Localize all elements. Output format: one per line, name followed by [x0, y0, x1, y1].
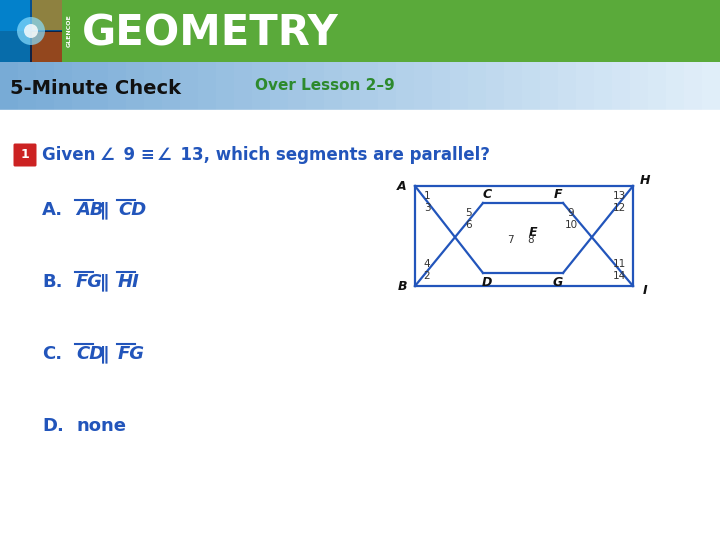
- FancyBboxPatch shape: [414, 62, 433, 110]
- FancyBboxPatch shape: [486, 62, 505, 110]
- Text: F: F: [554, 187, 562, 200]
- Text: I: I: [643, 285, 647, 298]
- Text: G: G: [553, 275, 563, 288]
- Circle shape: [24, 24, 38, 38]
- FancyBboxPatch shape: [432, 62, 451, 110]
- FancyBboxPatch shape: [90, 62, 109, 110]
- FancyBboxPatch shape: [0, 0, 62, 31]
- FancyBboxPatch shape: [468, 62, 487, 110]
- Text: 1: 1: [423, 191, 431, 201]
- Text: 12: 12: [613, 203, 626, 213]
- Text: 6: 6: [466, 220, 472, 230]
- Text: AB: AB: [76, 201, 104, 219]
- Text: 5-Minute Check: 5-Minute Check: [10, 78, 181, 98]
- FancyBboxPatch shape: [32, 32, 62, 62]
- Text: A.: A.: [42, 201, 63, 219]
- Circle shape: [17, 17, 45, 45]
- FancyBboxPatch shape: [504, 62, 523, 110]
- Text: Over Lesson 2–9: Over Lesson 2–9: [255, 78, 395, 93]
- Text: FG: FG: [118, 345, 145, 363]
- FancyBboxPatch shape: [450, 62, 469, 110]
- Text: GEOMETRY: GEOMETRY: [82, 12, 338, 54]
- FancyBboxPatch shape: [0, 62, 19, 110]
- FancyBboxPatch shape: [0, 0, 30, 62]
- FancyBboxPatch shape: [162, 62, 181, 110]
- Text: 11: 11: [613, 259, 626, 269]
- Text: D: D: [482, 275, 492, 288]
- Text: E: E: [528, 226, 537, 240]
- FancyBboxPatch shape: [0, 0, 62, 62]
- Text: ∥: ∥: [100, 201, 109, 219]
- Text: D.: D.: [42, 417, 64, 435]
- Text: 13: 13: [613, 191, 626, 201]
- FancyBboxPatch shape: [234, 62, 253, 110]
- FancyBboxPatch shape: [18, 62, 37, 110]
- Text: 8: 8: [528, 235, 534, 245]
- FancyBboxPatch shape: [126, 62, 145, 110]
- FancyBboxPatch shape: [14, 144, 37, 166]
- Text: FG: FG: [76, 273, 103, 291]
- FancyBboxPatch shape: [0, 0, 720, 62]
- FancyBboxPatch shape: [32, 0, 62, 30]
- FancyBboxPatch shape: [0, 110, 720, 540]
- FancyBboxPatch shape: [558, 62, 577, 110]
- Text: A: A: [397, 179, 407, 192]
- FancyBboxPatch shape: [378, 62, 397, 110]
- FancyBboxPatch shape: [36, 62, 55, 110]
- FancyBboxPatch shape: [54, 62, 73, 110]
- FancyBboxPatch shape: [180, 62, 199, 110]
- FancyBboxPatch shape: [594, 62, 613, 110]
- FancyBboxPatch shape: [540, 62, 559, 110]
- Text: ∥: ∥: [100, 345, 109, 363]
- FancyBboxPatch shape: [684, 62, 703, 110]
- Text: B.: B.: [42, 273, 63, 291]
- FancyBboxPatch shape: [144, 62, 163, 110]
- Text: C: C: [482, 187, 492, 200]
- FancyBboxPatch shape: [108, 62, 127, 110]
- FancyBboxPatch shape: [576, 62, 595, 110]
- Text: 5: 5: [466, 208, 472, 218]
- Text: ∥: ∥: [100, 273, 109, 291]
- FancyBboxPatch shape: [702, 62, 720, 110]
- FancyBboxPatch shape: [270, 62, 289, 110]
- FancyBboxPatch shape: [0, 0, 62, 62]
- Text: 4: 4: [423, 259, 431, 269]
- FancyBboxPatch shape: [666, 62, 685, 110]
- Text: C.: C.: [42, 345, 62, 363]
- Text: 3: 3: [423, 203, 431, 213]
- FancyBboxPatch shape: [72, 62, 91, 110]
- Text: B: B: [397, 280, 407, 293]
- Text: 7: 7: [507, 235, 513, 245]
- Text: CD: CD: [118, 201, 146, 219]
- Text: 1: 1: [21, 148, 30, 161]
- Text: ∠: ∠: [100, 146, 115, 164]
- Text: 10: 10: [564, 220, 577, 230]
- Text: HI: HI: [118, 273, 140, 291]
- FancyBboxPatch shape: [252, 62, 271, 110]
- Text: 9 ≡: 9 ≡: [112, 146, 161, 164]
- Text: 13, which segments are parallel?: 13, which segments are parallel?: [169, 146, 490, 164]
- FancyBboxPatch shape: [360, 62, 379, 110]
- FancyBboxPatch shape: [612, 62, 631, 110]
- Text: ∠: ∠: [157, 146, 172, 164]
- Text: 14: 14: [613, 271, 626, 281]
- FancyBboxPatch shape: [306, 62, 325, 110]
- FancyBboxPatch shape: [396, 62, 415, 110]
- Text: 2: 2: [423, 271, 431, 281]
- FancyBboxPatch shape: [342, 62, 361, 110]
- FancyBboxPatch shape: [216, 62, 235, 110]
- Text: GLENCOE: GLENCOE: [67, 15, 72, 48]
- FancyBboxPatch shape: [630, 62, 649, 110]
- Text: none: none: [76, 417, 126, 435]
- FancyBboxPatch shape: [324, 62, 343, 110]
- Text: H: H: [640, 174, 650, 187]
- Text: 9: 9: [567, 208, 575, 218]
- FancyBboxPatch shape: [648, 62, 667, 110]
- FancyBboxPatch shape: [522, 62, 541, 110]
- Text: CD: CD: [76, 345, 104, 363]
- Text: Given: Given: [42, 146, 101, 164]
- FancyBboxPatch shape: [198, 62, 217, 110]
- FancyBboxPatch shape: [288, 62, 307, 110]
